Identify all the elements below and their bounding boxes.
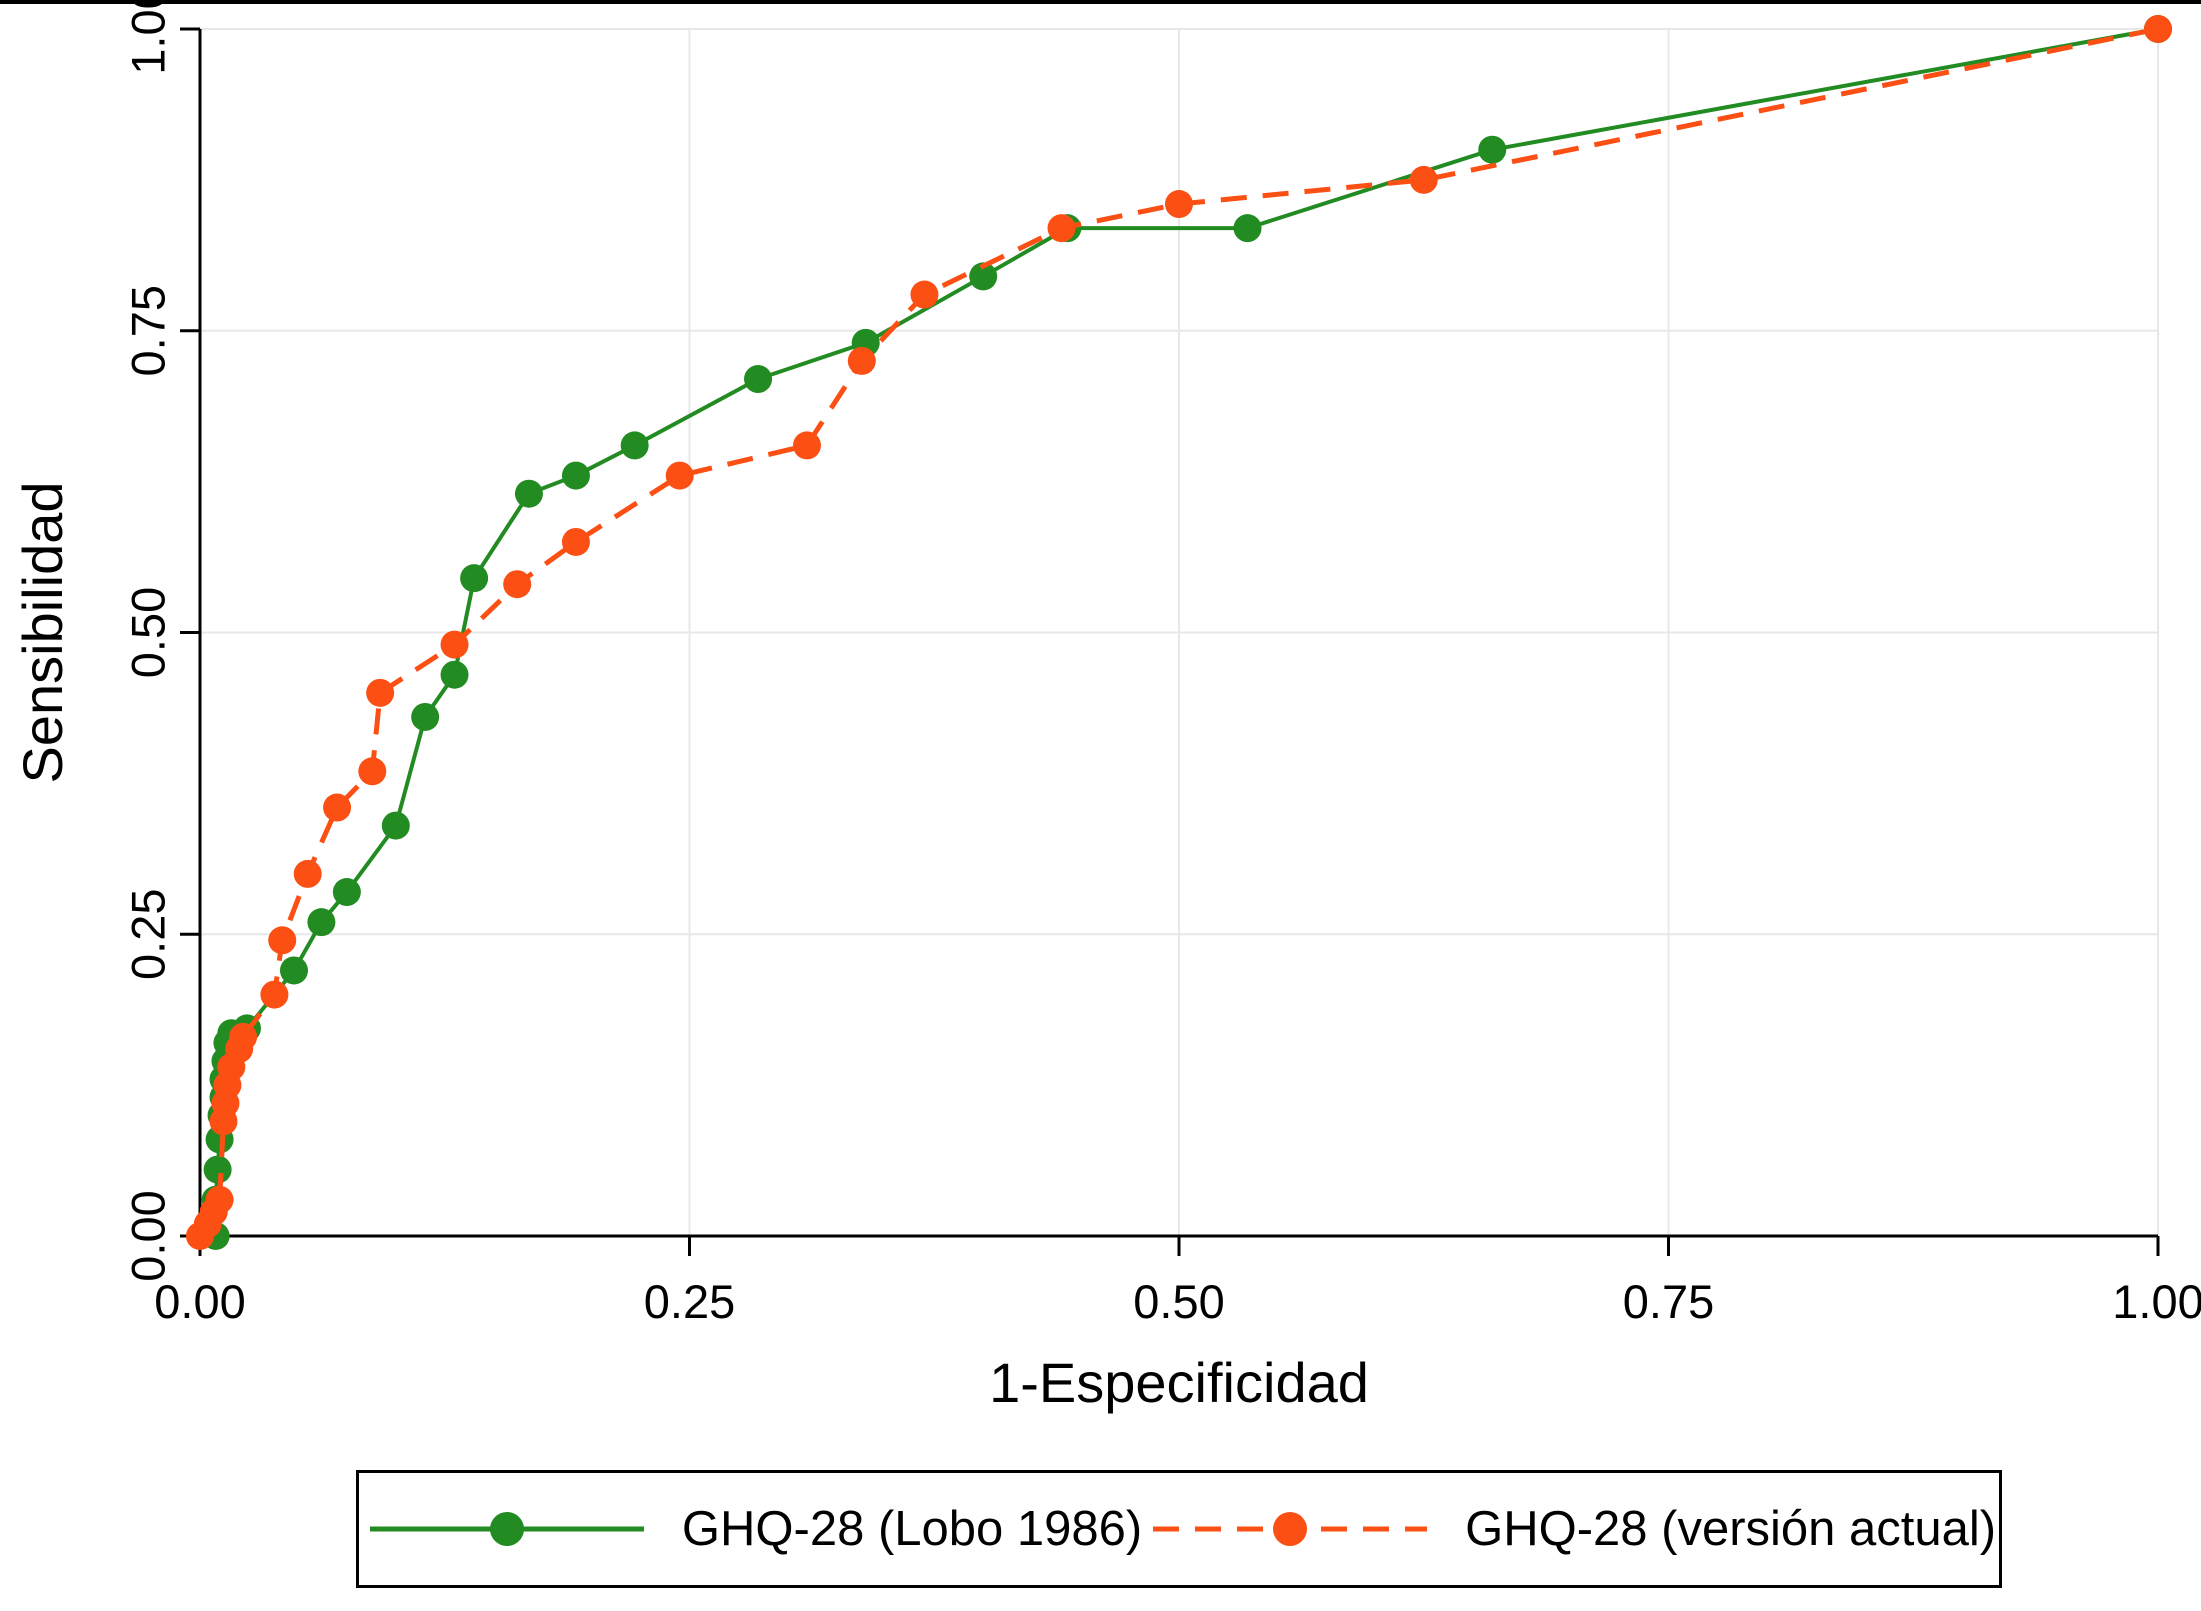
legend-key-dashed-line-icon <box>1153 1512 1428 1546</box>
data-point-series-0 <box>440 660 469 689</box>
legend-item-ghq28-lobo: GHQ-28 (Lobo 1986) <box>362 1501 1142 1557</box>
data-point-series-1 <box>2144 15 2172 43</box>
data-point-series-1 <box>205 1185 234 1214</box>
y-axis-title: Sensibilidad <box>11 482 74 784</box>
data-point-series-1 <box>847 346 876 375</box>
legend-box: GHQ-28 (Lobo 1986) GHQ-28 (versión actua… <box>356 1470 2002 1588</box>
legend-label-ghq28-lobo: GHQ-28 (Lobo 1986) <box>681 1502 1143 1556</box>
x-tick-label: 0.00 <box>154 1275 245 1328</box>
y-tick-label: 1.00 <box>122 4 175 75</box>
roc-curve-plot: 0.00 0.25 0.50 0.75 1.00 0.00 0.25 0.50 0.75 1.00… <box>11 4 2201 1414</box>
data-point-series-1 <box>561 527 590 556</box>
data-point-series-0 <box>332 878 361 907</box>
data-point-series-0 <box>460 564 489 593</box>
data-point-series-0 <box>1478 135 1507 164</box>
data-point-series-0 <box>744 365 773 394</box>
x-tick-label: 0.75 <box>1623 1275 1714 1328</box>
data-point-series-0 <box>1233 214 1262 243</box>
y-tick-label: 0.00 <box>122 1190 175 1281</box>
data-point-series-0 <box>381 811 410 840</box>
data-point-series-1 <box>366 678 395 707</box>
data-point-series-0 <box>620 431 649 460</box>
y-tick-label: 0.75 <box>122 285 175 376</box>
legend-label-ghq28-actual: GHQ-28 (versión actual) <box>1465 1502 1997 1556</box>
data-point-series-1 <box>665 461 694 490</box>
data-point-series-1 <box>293 859 322 888</box>
data-point-series-0 <box>514 479 543 508</box>
data-point-series-0 <box>969 262 998 291</box>
x-tick-label: 0.25 <box>644 1275 735 1328</box>
data-point-series-1 <box>1047 214 1076 243</box>
x-axis-title: 1-Especificidad <box>989 1351 1369 1414</box>
data-point-series-1 <box>503 570 532 599</box>
data-point-series-1 <box>229 1022 258 1051</box>
y-tick-label: 0.25 <box>122 889 175 980</box>
legend-item-ghq28-actual: GHQ-28 (versión actual) <box>1145 1501 1996 1557</box>
data-point-series-0 <box>411 702 440 731</box>
data-point-series-1 <box>260 980 289 1009</box>
data-point-series-0 <box>307 908 336 937</box>
x-tick-label: 0.50 <box>1133 1275 1224 1328</box>
y-tick-label: 0.50 <box>122 587 175 678</box>
data-point-series-1 <box>440 630 469 659</box>
data-point-series-1 <box>792 431 821 460</box>
data-point-series-0 <box>203 1155 232 1184</box>
x-tick-label: 1.00 <box>2112 1275 2201 1328</box>
data-point-series-1 <box>1409 165 1438 194</box>
data-point-series-1 <box>1165 190 1193 219</box>
legend-key-solid-line-icon <box>369 1512 644 1546</box>
data-point-series-1 <box>268 926 297 955</box>
data-point-series-1 <box>910 280 939 309</box>
data-point-series-0 <box>561 461 590 490</box>
data-point-series-1 <box>323 793 352 822</box>
data-point-series-1 <box>358 757 387 786</box>
data-point-series-0 <box>279 956 308 985</box>
